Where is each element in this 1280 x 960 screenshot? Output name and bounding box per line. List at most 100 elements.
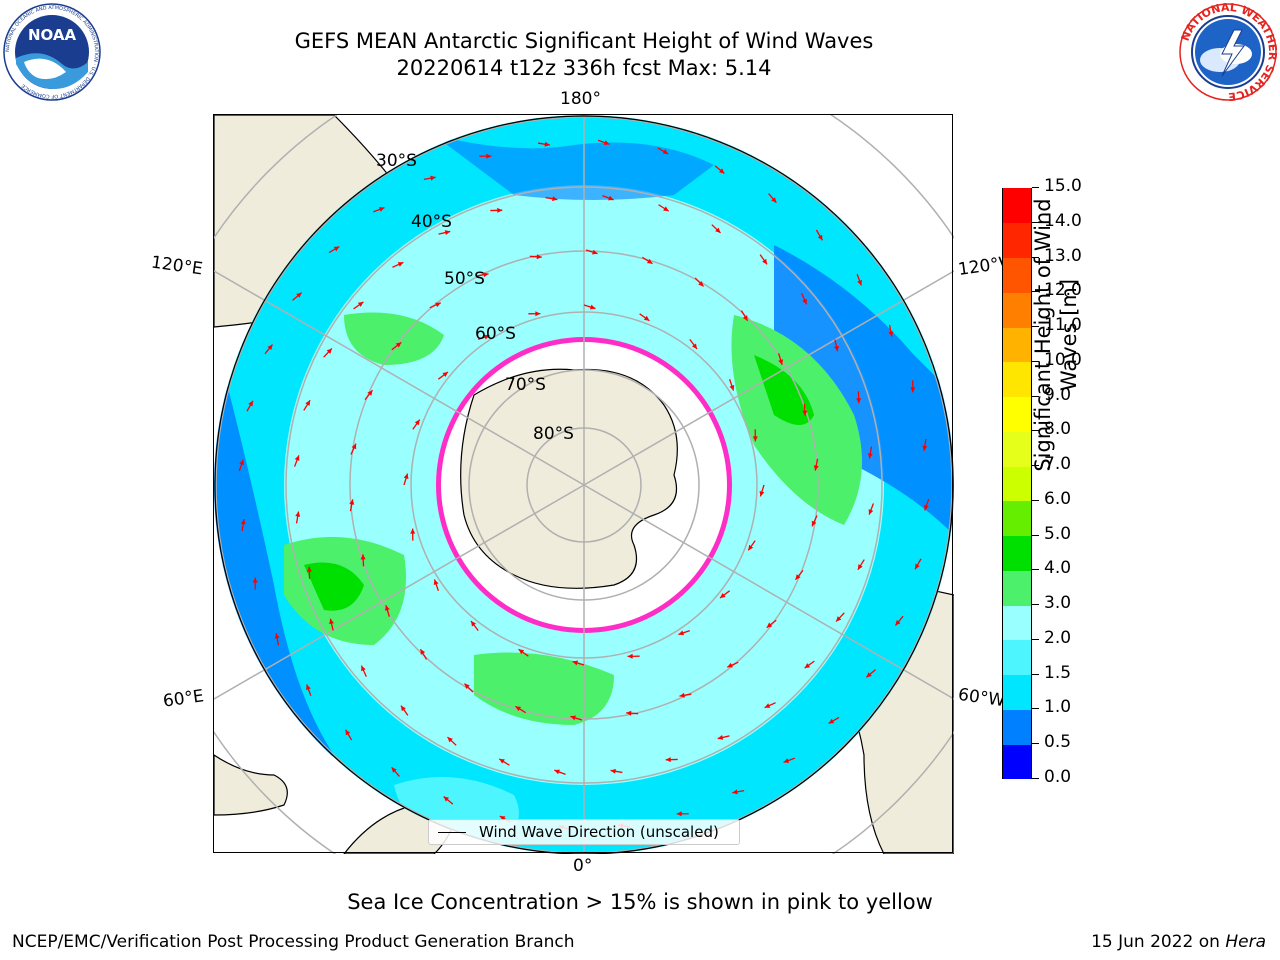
colorbar-tick xyxy=(1032,187,1039,188)
noaa-logo-text: NOAA xyxy=(28,26,77,44)
lon-label-180: 180° xyxy=(560,89,601,109)
wave-arrowhead xyxy=(715,227,721,233)
lon-label-60w: 60°W xyxy=(956,684,1007,712)
wave-arrowhead xyxy=(836,616,842,622)
colorbar xyxy=(1002,188,1032,780)
colorbar-tick-label: 3.0 xyxy=(1044,593,1072,614)
sea-ice-note: Sea Ice Concentration > 15% is shown in … xyxy=(347,890,933,914)
wave-arrowhead xyxy=(333,246,340,252)
wave-arrowhead xyxy=(570,715,576,721)
wave-arrowhead xyxy=(403,473,409,480)
wave-arrowhead xyxy=(771,197,777,203)
wave-arrowhead xyxy=(762,258,768,265)
wave-arrowhead xyxy=(720,592,726,598)
wave-arrowhead xyxy=(464,683,470,689)
wave-arrowhead xyxy=(678,630,684,636)
wave-arrowhead xyxy=(910,387,916,393)
wave-arrowhead xyxy=(795,574,801,580)
colorbar-tick xyxy=(1032,395,1039,397)
colorbar-tick-label: 7.0 xyxy=(1044,454,1072,475)
wave-arrowhead xyxy=(663,206,669,212)
wave-arrowhead xyxy=(802,298,807,305)
wave-arrowhead xyxy=(868,509,874,515)
lat-label-50s: 50°S xyxy=(444,269,485,289)
noaa-logo-icon: NOAA NATIONAL OCEANIC AND ATMOSPHERIC AD… xyxy=(3,3,101,101)
wave-arrowhead xyxy=(361,665,366,672)
wave-arrowhead xyxy=(867,453,873,459)
wave-arrowhead xyxy=(295,511,301,517)
wave-arrowhead xyxy=(471,621,477,627)
wave-arrowhead xyxy=(306,566,312,572)
wave-arrowhead xyxy=(515,706,522,712)
wave-arrowhead xyxy=(665,757,671,763)
colorbar-tick xyxy=(1032,708,1039,710)
colorbar-tick xyxy=(1032,360,1039,362)
wave-arrowhead xyxy=(572,660,579,666)
colorbar-tick-label: 9.0 xyxy=(1044,384,1072,405)
wave-arrowhead xyxy=(895,619,901,626)
colorbar-tick xyxy=(1032,221,1039,223)
wave-arrowhead xyxy=(483,272,489,278)
wave-arrowhead xyxy=(410,528,416,534)
colorbar-tick xyxy=(1032,638,1039,640)
colorbar-tick xyxy=(1032,569,1039,571)
colorbar-tick xyxy=(1032,465,1039,467)
wave-arrowhead xyxy=(535,311,541,317)
lat-label-40s: 40°S xyxy=(411,212,452,232)
wave-arrowhead xyxy=(329,618,334,625)
colorbar-tick-label: 13.0 xyxy=(1044,245,1082,266)
wave-arrowhead xyxy=(552,196,558,202)
wave-arrowhead xyxy=(748,544,754,551)
wave-arrowhead xyxy=(499,758,505,764)
map-legend: Wind Wave Direction (unscaled) xyxy=(428,819,740,845)
colorbar-tick xyxy=(1032,326,1039,328)
colorbar-segment xyxy=(1003,605,1031,641)
lat-label-30s: 30°S xyxy=(376,151,417,171)
wave-arrowhead xyxy=(718,168,725,174)
wave-arrowhead xyxy=(802,410,808,416)
wave-arrowhead xyxy=(813,465,819,471)
wave-arrowhead xyxy=(349,499,355,505)
wave-direction-arrows xyxy=(238,139,930,831)
wave-arrowhead xyxy=(764,703,771,708)
colorbar-segment xyxy=(1003,431,1031,467)
wave-arrowhead xyxy=(554,769,560,775)
wave-arrowhead xyxy=(729,385,735,391)
colorbar-tick xyxy=(1032,499,1039,501)
colorbar-tick xyxy=(1032,256,1039,258)
wave-arrowhead xyxy=(662,149,669,154)
wave-arrowhead xyxy=(783,758,790,763)
colorbar-tick-label: 15.0 xyxy=(1044,176,1082,196)
colorbar-tick-label: 5.0 xyxy=(1044,523,1072,544)
colorbar-tick-label: 12.0 xyxy=(1044,280,1082,301)
wave-arrowhead xyxy=(239,459,244,466)
wave-arrowhead xyxy=(627,653,633,659)
footer-host: Hera xyxy=(1225,932,1266,952)
colorbar-tick-label: 0.0 xyxy=(1044,767,1072,787)
wave-arrowhead xyxy=(518,649,525,655)
meridians xyxy=(214,115,954,854)
wave-arrowhead xyxy=(804,663,811,669)
wave-arrowhead xyxy=(360,554,366,560)
wave-arrowhead xyxy=(433,579,439,585)
wave-arrowhead xyxy=(759,490,765,497)
wave-arrowhead xyxy=(922,445,928,451)
wave-arrowhead xyxy=(626,710,632,716)
colorbar-tick xyxy=(1032,673,1039,675)
wave-arrowhead xyxy=(828,718,835,724)
nws-logo-icon: NATIONAL WEATHER SERVICE xyxy=(1179,2,1278,102)
colorbar-segment xyxy=(1003,257,1031,293)
wave-arrowhead xyxy=(306,684,311,691)
wave-arrowhead xyxy=(484,334,490,340)
wave-arrowhead xyxy=(603,140,610,145)
lon-label-0: 0° xyxy=(573,856,593,876)
colorbar-segment xyxy=(1003,327,1031,363)
lon-label-60e: 60°E xyxy=(161,686,206,712)
wave-arrowhead xyxy=(248,400,253,407)
wave-arrowhead xyxy=(240,519,246,525)
colorbar-tick-label: 1.0 xyxy=(1044,697,1072,718)
wave-arrowhead xyxy=(414,419,420,426)
colorbar-tick-label: 8.0 xyxy=(1044,419,1072,440)
wave-arrowhead xyxy=(378,207,385,212)
